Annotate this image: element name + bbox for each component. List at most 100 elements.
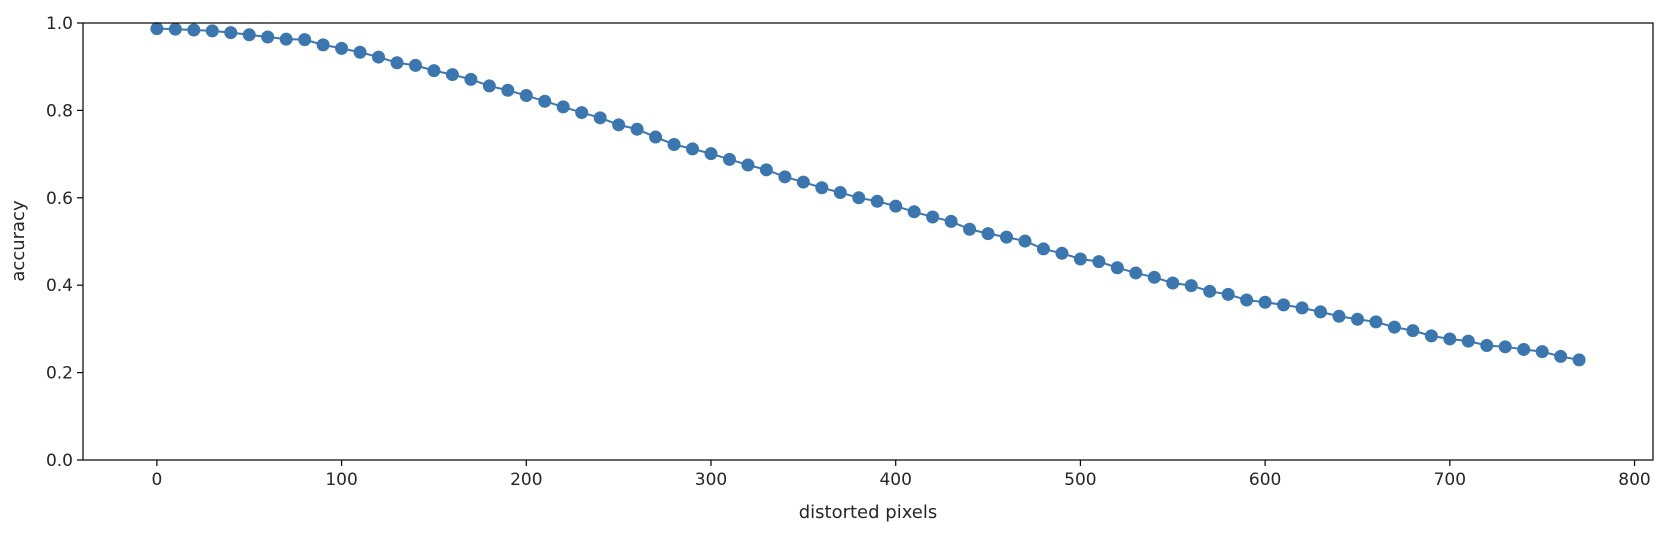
data-point (1461, 334, 1475, 348)
data-point (1387, 320, 1401, 334)
data-point (279, 32, 293, 46)
data-point (168, 22, 182, 36)
data-point (612, 118, 626, 132)
data-point (335, 41, 349, 55)
data-point (501, 83, 515, 97)
data-point (630, 122, 644, 136)
y-tick-label: 0.4 (46, 276, 73, 296)
x-axis-label: distorted pixels (799, 502, 938, 523)
y-tick-label: 0.6 (46, 189, 73, 209)
data-point (1184, 279, 1198, 293)
data-point (1480, 339, 1494, 353)
y-tick-label: 1.0 (46, 14, 73, 34)
data-point (1055, 246, 1069, 260)
data-point (741, 158, 755, 172)
data-point (519, 89, 533, 103)
y-axis-label: accuracy (8, 200, 29, 282)
data-point (427, 64, 441, 78)
series-layer (150, 22, 1586, 367)
data-point (150, 22, 164, 36)
x-tick-label: 200 (510, 470, 542, 490)
data-point (205, 24, 219, 38)
data-point (1036, 242, 1050, 256)
data-point (1369, 315, 1383, 329)
data-point (538, 94, 552, 108)
data-point (593, 111, 607, 125)
data-point (1073, 252, 1087, 266)
data-point (408, 58, 422, 72)
data-point (261, 30, 275, 44)
data-point (1350, 312, 1364, 326)
data-point (187, 23, 201, 37)
y-tick-label: 0.2 (46, 364, 73, 384)
data-point (1406, 324, 1420, 338)
data-point (1295, 301, 1309, 315)
data-point (926, 210, 940, 224)
data-point (390, 56, 404, 70)
data-point (704, 147, 718, 161)
data-point (1498, 340, 1512, 354)
data-point (889, 199, 903, 213)
y-tick-label: 0.8 (46, 101, 73, 121)
x-tick-label: 600 (1249, 470, 1281, 490)
data-point (796, 175, 810, 189)
data-point (445, 68, 459, 82)
data-point (316, 38, 330, 52)
x-tick-label: 300 (695, 470, 727, 490)
data-point (1332, 309, 1346, 323)
data-point (556, 100, 570, 114)
data-point (1277, 298, 1291, 312)
data-point (1572, 353, 1586, 367)
data-point (1166, 276, 1180, 290)
data-point (686, 142, 700, 156)
data-point (1554, 349, 1568, 363)
data-point (1424, 329, 1438, 343)
data-point (1240, 293, 1254, 307)
data-point (815, 181, 829, 195)
data-point (649, 130, 663, 144)
data-point (1221, 287, 1235, 301)
data-point (372, 50, 386, 64)
data-point (667, 137, 681, 151)
data-point (722, 152, 736, 166)
data-point (833, 186, 847, 200)
data-point (1147, 270, 1161, 284)
data-point (1517, 342, 1531, 356)
data-point (759, 163, 773, 177)
data-point (963, 222, 977, 236)
data-point (852, 191, 866, 205)
data-point (1129, 266, 1143, 280)
data-point (1535, 345, 1549, 359)
data-point (981, 227, 995, 241)
y-axis: 0.0 0.2 0.4 0.6 0.8 1.0 (46, 14, 83, 471)
x-tick-label: 800 (1618, 470, 1650, 490)
data-point (242, 28, 256, 42)
x-tick-label: 100 (325, 470, 357, 490)
data-point (298, 33, 312, 47)
data-point (1258, 295, 1272, 309)
data-point (575, 106, 589, 120)
data-point (1203, 284, 1217, 298)
data-point (1092, 255, 1106, 269)
x-tick-label: 0 (151, 470, 162, 490)
x-tick-label: 700 (1434, 470, 1466, 490)
data-point (1443, 332, 1457, 346)
series-line (156, 27, 1580, 361)
y-tick-label: 0.0 (46, 451, 73, 471)
data-point (464, 72, 478, 86)
data-point (870, 194, 884, 208)
data-point (907, 205, 921, 219)
data-point (1000, 230, 1014, 244)
data-point (944, 214, 958, 228)
data-point (482, 79, 496, 93)
x-tick-label: 500 (1064, 470, 1096, 490)
data-point (224, 26, 238, 40)
x-axis: 0 100 200 300 400 500 600 700 800 (151, 460, 1651, 490)
data-point (1018, 234, 1032, 248)
x-tick-label: 400 (879, 470, 911, 490)
plot-frame (82, 22, 1654, 461)
data-point (353, 45, 367, 59)
data-point (778, 170, 792, 184)
